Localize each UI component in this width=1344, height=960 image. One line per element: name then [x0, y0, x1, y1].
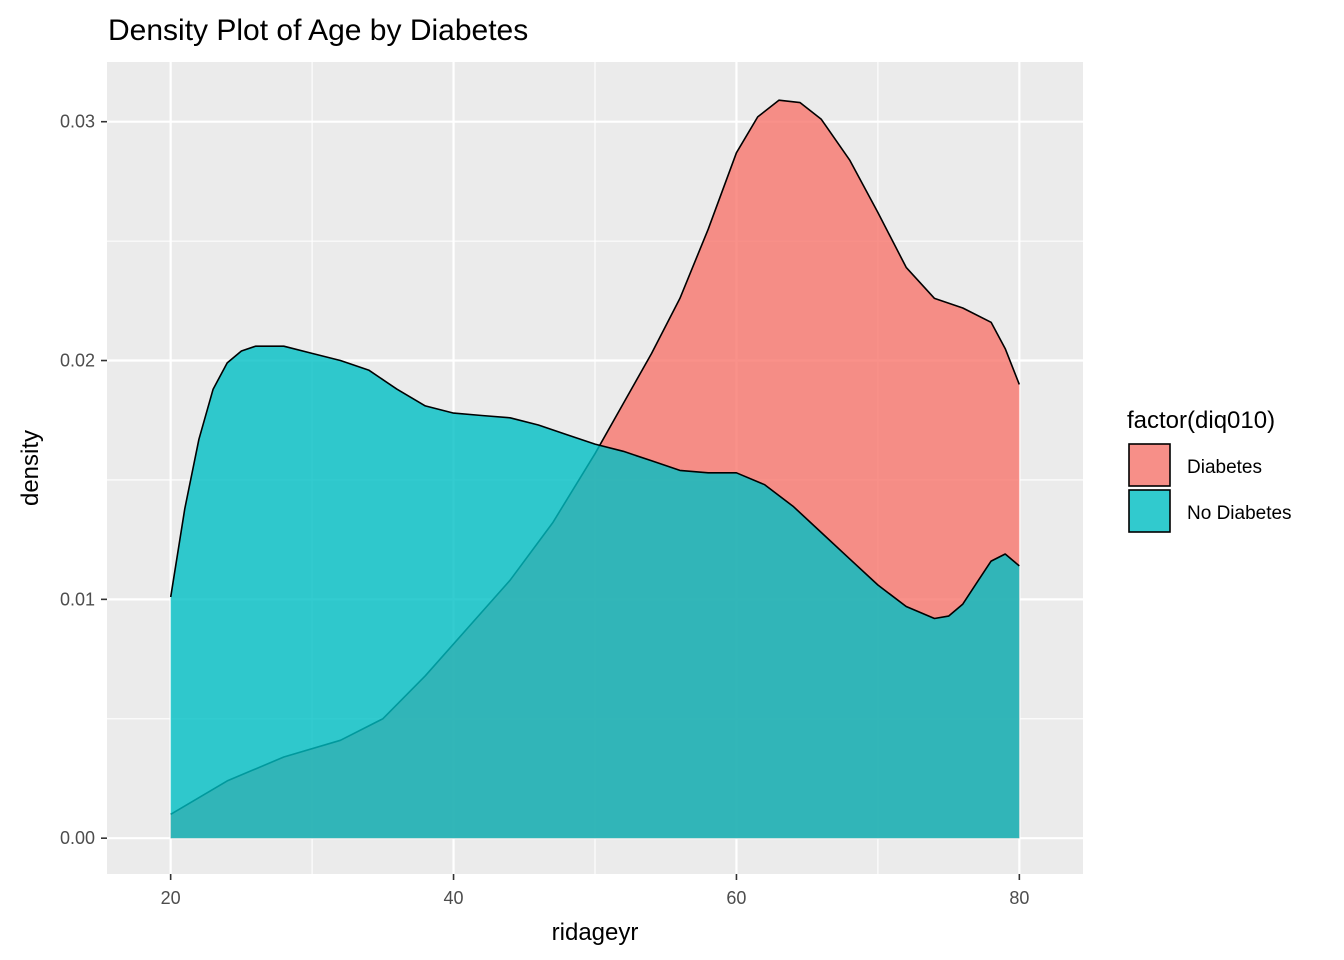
x-axis: 20 40 60 80	[161, 874, 1029, 908]
density-areas	[169, 99, 1021, 839]
legend-key-diabetes	[1128, 443, 1171, 487]
x-tick-label: 40	[444, 888, 464, 908]
legend-label-diabetes: Diabetes	[1187, 457, 1262, 478]
x-tick-label: 80	[1009, 888, 1029, 908]
x-axis-title: ridageyr	[552, 919, 639, 946]
legend-label-no-diabetes: No Diabetes	[1187, 503, 1292, 524]
y-axis: 0.00 0.01 0.02 0.03	[60, 112, 107, 848]
legend-title: factor(diq010)	[1127, 407, 1275, 434]
chart-title: Density Plot of Age by Diabetes	[108, 14, 528, 47]
x-tick-label: 20	[161, 888, 181, 908]
x-tick-label: 60	[726, 888, 746, 908]
density-area-no-diabetes	[170, 346, 1020, 839]
legend-key-no-diabetes	[1128, 489, 1171, 533]
density-line-no-diabetes	[169, 345, 1020, 620]
y-tick-label: 0.01	[60, 589, 95, 609]
y-tick-label: 0.00	[60, 828, 95, 848]
y-axis-title: density	[17, 430, 44, 506]
y-tick-label: 0.02	[60, 351, 95, 371]
legend-items: Diabetes No Diabetes	[1128, 443, 1292, 533]
legend: factor(diq010) Diabetes No Diabetes	[1127, 407, 1292, 533]
y-tick-label: 0.03	[60, 112, 95, 132]
